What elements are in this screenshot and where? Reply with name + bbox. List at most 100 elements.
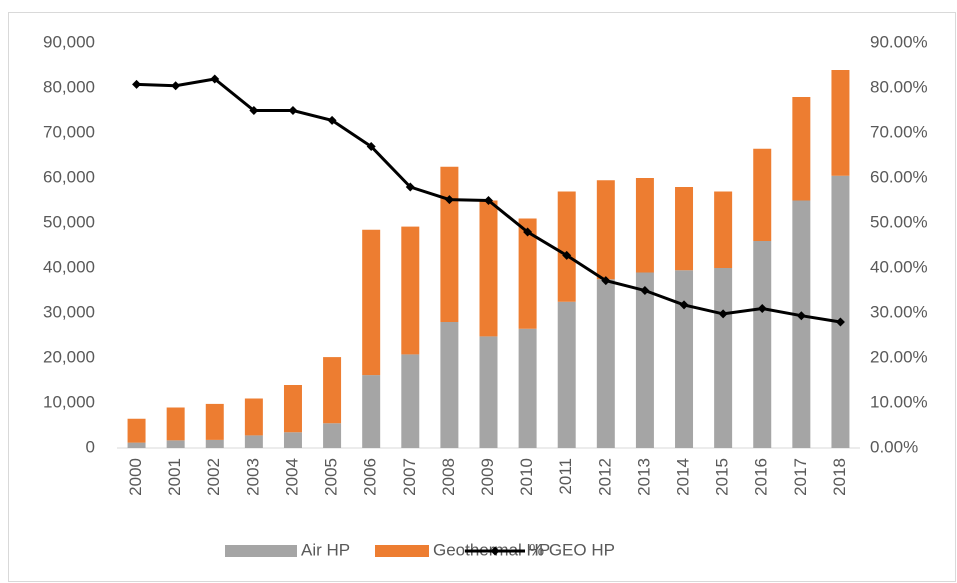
- y2-tick-label: 10.00%: [870, 392, 928, 411]
- bar: [244, 398, 263, 436]
- bar: [557, 191, 576, 302]
- bar: [323, 423, 342, 448]
- bar: [323, 357, 342, 424]
- x-tick-label: 2005: [322, 458, 341, 496]
- y2-tick-label: 50.00%: [870, 212, 928, 231]
- x-tick-label: 2015: [713, 458, 732, 496]
- bar: [831, 175, 850, 448]
- y-tick-label: 60,000: [43, 167, 95, 186]
- line-marker: [523, 227, 533, 237]
- bar: [166, 407, 185, 441]
- bar: [557, 301, 576, 448]
- x-tick-label: 2011: [556, 458, 575, 495]
- x-tick-label: 2009: [478, 458, 497, 496]
- x-tick-label: 2018: [830, 458, 849, 496]
- y-tick-label: 30,000: [43, 302, 95, 321]
- legend-label: % GEO HP: [529, 540, 615, 559]
- line-marker: [405, 182, 415, 192]
- y2-tick-label: 30.00%: [870, 302, 928, 321]
- line-marker: [601, 276, 611, 286]
- x-tick-label: 2004: [282, 458, 301, 496]
- y-tick-label: 20,000: [43, 347, 95, 366]
- x-tick-label: 2003: [243, 458, 262, 496]
- line-marker: [835, 317, 845, 327]
- bar: [283, 432, 302, 448]
- x-tick-label: 2014: [674, 458, 693, 496]
- bar: [714, 268, 733, 448]
- line-marker: [562, 250, 572, 260]
- bar: [244, 435, 263, 448]
- bar: [362, 375, 381, 448]
- x-tick-label: 2017: [791, 458, 810, 496]
- bar: [596, 180, 615, 280]
- y2-tick-label: 40.00%: [870, 257, 928, 276]
- bar: [401, 354, 420, 448]
- y-tick-label: 90,000: [43, 32, 95, 51]
- x-tick-label: 2006: [361, 458, 380, 496]
- bar: [166, 440, 185, 448]
- legend-swatch: [490, 546, 500, 556]
- bar: [831, 70, 850, 176]
- y-tick-label: 40,000: [43, 257, 95, 276]
- line-marker: [327, 115, 337, 125]
- x-tick-label: 2001: [165, 458, 184, 496]
- y-tick-label: 10,000: [43, 392, 95, 411]
- x-tick-label: 2002: [204, 458, 223, 496]
- bar: [479, 336, 498, 448]
- bar: [675, 187, 694, 271]
- x-tick-label: 2013: [634, 458, 653, 496]
- bar: [635, 272, 654, 448]
- y-tick-label: 0: [86, 437, 95, 456]
- y2-tick-label: 0.00%: [870, 437, 918, 456]
- x-tick-label: 2008: [439, 458, 458, 496]
- bar: [635, 178, 654, 273]
- bar: [792, 200, 811, 448]
- bar: [440, 322, 459, 448]
- x-tick-label: 2010: [517, 458, 536, 496]
- bar: [479, 200, 498, 337]
- line-marker: [249, 106, 259, 115]
- line-marker: [444, 195, 454, 205]
- y2-tick-label: 80.00%: [870, 77, 928, 96]
- bar: [362, 229, 381, 376]
- x-tick-label: 2000: [126, 458, 145, 496]
- bar: [127, 442, 146, 448]
- bar: [518, 218, 537, 329]
- y-tick-label: 50,000: [43, 212, 95, 231]
- line-marker: [718, 309, 728, 319]
- bar: [205, 403, 224, 440]
- bar: [596, 279, 615, 448]
- y-tick-label: 80,000: [43, 77, 95, 96]
- line-marker: [679, 300, 689, 310]
- legend-label: Air HP: [301, 540, 350, 559]
- line-marker: [757, 304, 767, 313]
- x-tick-label: 2016: [752, 458, 771, 496]
- line-marker: [640, 286, 650, 295]
- line-marker: [366, 142, 376, 151]
- y2-tick-label: 90.00%: [870, 32, 928, 51]
- line-marker: [484, 196, 493, 205]
- bar: [283, 385, 302, 433]
- x-tick-label: 2012: [595, 458, 614, 496]
- bar: [518, 328, 537, 448]
- bar: [714, 191, 733, 268]
- line-marker: [796, 311, 806, 321]
- bar: [401, 226, 420, 355]
- bar: [127, 418, 146, 443]
- y2-tick-label: 70.00%: [870, 122, 928, 141]
- bar: [753, 241, 772, 448]
- bar: [792, 97, 811, 201]
- line-marker: [171, 81, 181, 91]
- line-marker: [288, 106, 298, 115]
- legend-swatch: [225, 545, 297, 557]
- line-marker: [132, 79, 142, 89]
- bar: [753, 148, 772, 241]
- y2-tick-label: 20.00%: [870, 347, 928, 366]
- x-tick-label: 2007: [400, 458, 419, 496]
- bar: [675, 270, 694, 448]
- y-tick-label: 70,000: [43, 122, 95, 141]
- bar: [205, 439, 224, 448]
- legend-swatch: [375, 545, 429, 557]
- y2-tick-label: 60.00%: [870, 167, 928, 186]
